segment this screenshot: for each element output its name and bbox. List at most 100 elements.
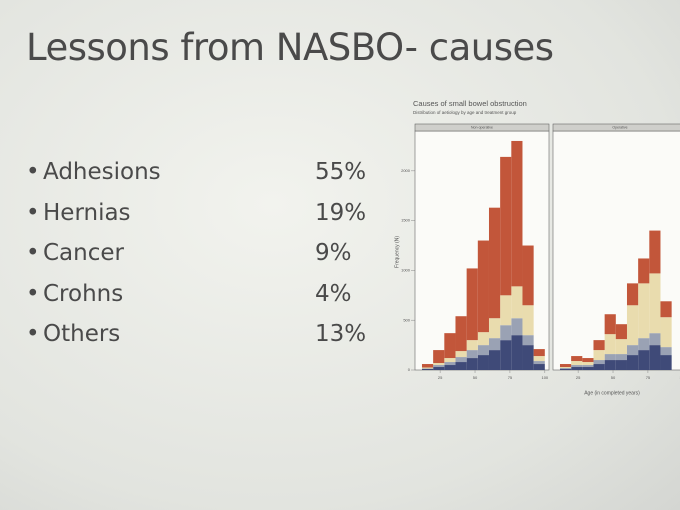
histogram-bar <box>649 230 661 274</box>
histogram-bar <box>660 317 672 348</box>
histogram-bar <box>615 360 627 370</box>
histogram-bar <box>638 338 650 351</box>
x-tick-label: 50 <box>611 375 616 380</box>
histogram-bar <box>582 358 594 363</box>
histogram-bar <box>455 357 467 363</box>
histogram-bar <box>466 358 478 370</box>
panel-strip <box>552 123 680 132</box>
y-tick-label: 2000 <box>401 168 411 173</box>
histogram-bar <box>593 340 605 351</box>
chart-subtitle: Distribution of aetiology by age and tre… <box>413 110 517 115</box>
histogram-bar <box>660 301 672 318</box>
histogram-bar <box>593 364 605 370</box>
histogram-bar <box>559 364 572 368</box>
histogram-bar <box>649 345 661 370</box>
histogram-bar <box>500 340 512 370</box>
bullet-label: Adhesions <box>43 159 161 185</box>
histogram-bar <box>511 335 523 370</box>
histogram-bar <box>433 367 445 370</box>
histogram-bar <box>477 240 489 333</box>
histogram-bar <box>660 347 672 356</box>
panel-strip <box>414 123 550 132</box>
histogram-bar <box>615 354 627 361</box>
bullet-label: Crohns <box>43 280 124 307</box>
histogram-bar <box>488 350 501 370</box>
histogram-bar <box>444 362 456 366</box>
histogram-bar <box>488 338 501 351</box>
histogram-bar <box>638 258 650 284</box>
histogram-bar <box>477 355 489 370</box>
histogram-bar <box>582 367 594 370</box>
histogram-bar <box>533 349 545 357</box>
histogram-bar <box>500 295 512 326</box>
panel-title: Non-operative <box>471 125 493 129</box>
histogram-bar <box>649 273 661 334</box>
x-tick-label: 75 <box>646 375 651 380</box>
histogram-bar <box>522 245 534 306</box>
bullet-value: 19% <box>315 199 367 226</box>
x-tick-label: 100 <box>541 375 548 380</box>
chart-title: Causes of small bowel obstruction <box>413 99 527 108</box>
histogram-bar <box>511 286 523 319</box>
histogram-bar <box>533 361 545 365</box>
histogram-bar <box>593 350 605 361</box>
histogram-bar <box>533 364 545 370</box>
histogram-bar <box>593 360 605 365</box>
x-tick-label: 25 <box>438 375 443 380</box>
y-tick-label: 1000 <box>401 267 411 272</box>
histogram-bar <box>649 333 661 346</box>
histogram-bar <box>626 305 639 346</box>
histogram-bar <box>500 325 512 341</box>
histogram-bar <box>522 305 534 336</box>
bullet-label: Hernias <box>43 199 131 226</box>
histogram-bar <box>626 345 639 356</box>
histogram-bar <box>660 355 672 370</box>
bullet-dot: • <box>26 240 40 266</box>
histogram-bar <box>466 350 478 359</box>
histogram-bar <box>477 332 489 346</box>
slide-title: Lessons from NASBO- causes <box>26 26 554 69</box>
histogram-bar <box>604 360 616 370</box>
bullet-label: Cancer <box>43 240 124 266</box>
histogram-bar <box>511 140 523 287</box>
histogram-bar <box>571 365 583 368</box>
histogram-bar <box>571 367 583 370</box>
histogram-bar <box>421 367 434 369</box>
y-axis-label: Frequency (N) <box>394 236 400 268</box>
histogram-bar <box>604 334 616 355</box>
bullet-dot: • <box>26 199 40 226</box>
histogram-bar <box>559 368 572 370</box>
histogram-bar <box>615 324 627 340</box>
bullet-dot: • <box>26 280 40 307</box>
bullet-value: 13% <box>315 321 367 347</box>
bullet-label: Others <box>43 321 121 347</box>
histogram-bar <box>421 364 434 368</box>
histogram-bar <box>488 207 501 319</box>
histogram-bar <box>488 318 501 339</box>
histogram-bar <box>444 333 456 359</box>
y-tick-label: 1500 <box>401 218 411 223</box>
bullet-value: 4% <box>315 280 352 307</box>
histogram-bar <box>626 283 639 306</box>
histogram-bar <box>559 369 572 370</box>
histogram-bar <box>571 356 583 362</box>
histogram-bar <box>433 363 445 366</box>
histogram-bar <box>444 365 456 370</box>
histogram-bar <box>638 283 650 339</box>
panel-title: Operative <box>612 125 627 129</box>
histogram-bar <box>522 335 534 346</box>
histogram-bar <box>433 365 445 368</box>
x-tick-label: 75 <box>508 375 513 380</box>
histogram-bar <box>433 350 445 364</box>
histogram-bar <box>511 318 523 336</box>
histogram-bar <box>421 369 434 370</box>
x-tick-label: 25 <box>576 375 581 380</box>
histogram-bar <box>522 345 534 370</box>
histogram-bar <box>533 356 545 362</box>
histogram-bar <box>455 351 467 358</box>
histogram-bar <box>638 350 650 370</box>
bullet-value: 9% <box>315 240 352 266</box>
histogram-bar <box>455 316 467 352</box>
